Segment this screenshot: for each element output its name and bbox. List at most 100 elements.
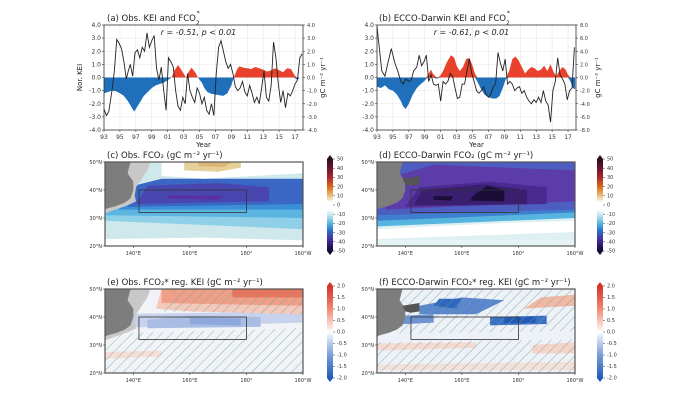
map-field: [377, 162, 575, 246]
region-box: [410, 316, 519, 340]
map-frame: [104, 288, 304, 374]
colorbar-tick-label: -10: [607, 212, 615, 218]
lat-tick-label: 50°N: [89, 160, 102, 166]
lat-tick-label: 30°N: [89, 216, 102, 222]
lon-tick-label: 160°W: [567, 378, 584, 384]
colorbar: 50 40 30 20 10 0 -10 -20 -30 -40 -50: [597, 155, 615, 255]
colorbar-extend-bottom: [597, 378, 603, 382]
colorbar-tick-label: 0.0: [337, 330, 345, 336]
colorbar-body: [597, 286, 603, 378]
y-tick-label: 1.0: [91, 61, 101, 68]
y-right-tick-label: -3.0: [307, 115, 317, 121]
significance-hatching: [377, 339, 575, 373]
colorbar-extend-top: [327, 155, 333, 159]
negative-area-fill: [377, 77, 576, 109]
y-tick-label: -2.0: [89, 101, 101, 108]
x-tick-label: 95: [389, 134, 397, 141]
lon-tick-label: 180°: [512, 251, 525, 257]
colorbar-tick-label: -20: [607, 221, 615, 227]
contour-band: [189, 317, 241, 326]
panel-f: 50°N 40°N 30°N 20°N 140°E 160°E 180° 160°W (f) E…: [361, 278, 616, 384]
colorbar-tick-label: -2.0: [337, 376, 347, 382]
lon-tick-label: 160°W: [295, 378, 312, 384]
panel-title-subscript: 2: [506, 20, 510, 27]
y-right-axis-label: gC m⁻² yr⁻¹: [594, 57, 602, 98]
panel-title: (c) Obs. FCO₂ (gC m⁻² yr⁻¹): [107, 151, 223, 161]
y-right-tick-label: 3.0: [307, 36, 315, 42]
x-tick-label: 01: [437, 134, 445, 141]
significance-hatching: [105, 328, 303, 373]
panel-d: 50°N 40°N 30°N 20°N 140°E 160°E 180° 160°W (d) E…: [361, 151, 615, 257]
y-right-axis-label: gC m⁻² yr⁻¹: [319, 57, 327, 98]
y-tick-label: -3.0: [89, 114, 101, 121]
colorbar-tick-label: 2.0: [607, 284, 615, 290]
colorbar: 2.0 1.5 1.0 0.5 0.0 -0.5 -1.0 -1.5 -2.0: [327, 282, 347, 382]
lon-tick-label: 160°E: [182, 251, 197, 257]
lat-tick-label: 20°N: [89, 244, 102, 250]
region-box: [138, 189, 247, 213]
colorbar-tick-label: 1.5: [337, 295, 345, 301]
x-axis-label: Year: [195, 141, 211, 149]
lon-tick-label: 160°E: [454, 251, 469, 257]
land: [105, 289, 134, 337]
x-tick-label: 07: [485, 134, 493, 141]
kei-line: [103, 32, 303, 117]
y-right-tick-label: -2.0: [307, 102, 317, 108]
colorbar-tick-label: -0.5: [337, 341, 347, 347]
y-right-tick-label: -8.0: [580, 128, 590, 134]
contour-band: [105, 237, 303, 246]
colorbar-body: [327, 286, 333, 378]
contour-band: [377, 220, 575, 239]
land: [377, 289, 406, 337]
y-tick-label: 2.0: [91, 48, 101, 55]
y-tick-label: -4.0: [362, 127, 374, 134]
colorbar-tick-label: 0: [337, 203, 340, 209]
significance-hatching: [161, 289, 303, 315]
y-right-tick-label: 2.0: [307, 49, 315, 55]
lon-tick-label: 160°W: [295, 251, 312, 257]
panel-title-text: (a) Obs. KEI and FCO: [107, 14, 196, 24]
x-tick-label: 01: [164, 134, 172, 141]
panel-e: 50°N 40°N 30°N 20°N 140°E 160°E 180° 160°W (e) O…: [89, 278, 346, 384]
y-tick-label: -3.0: [362, 114, 374, 121]
lat-tick-label: 50°N: [361, 287, 374, 293]
y-right-tick-label: 4.0: [307, 23, 315, 29]
y-tick-label: -4.0: [89, 127, 101, 134]
y-right-tick-label: -6.0: [580, 115, 590, 121]
y-right-tick-label: 4.0: [580, 49, 588, 55]
lat-tick-label: 30°N: [361, 216, 374, 222]
panel-title-superscript: *: [507, 10, 510, 17]
x-tick-label: 93: [373, 134, 381, 141]
y-tick-label: 4.0: [364, 22, 374, 29]
land: [105, 162, 134, 210]
map-frame: [104, 161, 304, 247]
colorbar-tick-label: -40: [337, 240, 345, 246]
x-tick-label: 15: [275, 134, 283, 141]
x-tick-label: 17: [291, 134, 299, 141]
colorbar-tick-label: 20: [337, 184, 343, 190]
contour-band: [167, 195, 224, 200]
colorbar-tick-label: -40: [607, 240, 615, 246]
lat-tick-label: 50°N: [361, 160, 374, 166]
colorbar-tick-label: 20: [607, 184, 613, 190]
y-right-tick-label: 8.0: [580, 23, 588, 29]
colorbar-tick-label: -30: [337, 230, 345, 236]
panel-title-text: (b) ECCO-Darwin KEI and FCO: [379, 14, 506, 24]
panel-c: 50°N 40°N 30°N 20°N 140°E 160°E 180° 160°W (c) O…: [89, 151, 345, 257]
colorbar-tick-label: 0.5: [337, 318, 345, 324]
panel-title: (f) ECCO-Darwin FCO₂* reg. KEI (gC m⁻² y…: [379, 278, 571, 288]
map-field: [105, 289, 303, 373]
colorbar-tick-label: 0: [607, 203, 610, 209]
y-axis-label: Nor. KEI: [76, 64, 84, 91]
x-tick-label: 05: [196, 134, 204, 141]
x-tick-label: 99: [148, 134, 156, 141]
x-tick-label: 99: [421, 134, 429, 141]
colorbar-tick-label: -20: [337, 221, 345, 227]
y-tick-label: -2.0: [362, 101, 374, 108]
colorbar-tick-label: 10: [607, 194, 613, 200]
land: [377, 162, 406, 210]
y-right-tick-label: -4.0: [307, 128, 317, 134]
colorbar-tick-label: -2.0: [607, 376, 617, 382]
x-tick-label: 13: [532, 134, 540, 141]
x-tick-label: 97: [405, 134, 413, 141]
